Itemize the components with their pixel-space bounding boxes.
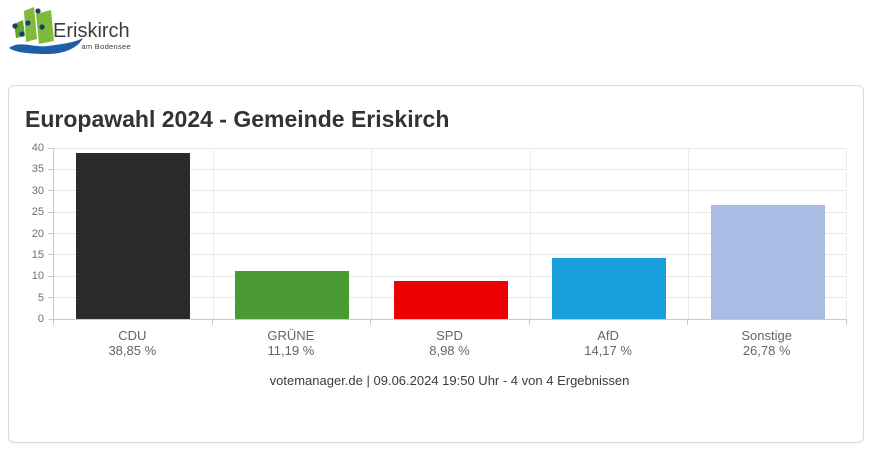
chart-source-line: votemanager.de | 09.06.2024 19:50 Uhr - … xyxy=(269,373,630,388)
category-value: 8,98 % xyxy=(429,343,470,358)
logo-subtitle: am Bodensee xyxy=(81,42,131,51)
gridline-vertical xyxy=(688,148,690,319)
category-label: SPD xyxy=(436,328,463,343)
eriskirch-logo[interactable]: Eriskirch am Bodensee xyxy=(8,3,143,63)
category-value: 11,19 % xyxy=(267,343,315,358)
y-axis-tick xyxy=(48,297,53,299)
y-axis-tick-label: 30 xyxy=(31,184,44,197)
category-label-group: CDU 38,85 % xyxy=(53,328,212,358)
y-axis-tick-label: 20 xyxy=(31,227,44,240)
y-axis-tick-label: 15 xyxy=(31,248,44,261)
y-axis-tick-label: 35 xyxy=(31,163,44,176)
logo-wordmark: Eriskirch xyxy=(53,20,130,42)
gridline-horizontal xyxy=(54,211,847,213)
category-label: AfD xyxy=(597,328,619,343)
eriskirch-logo-icon xyxy=(9,7,83,54)
gridline-vertical xyxy=(529,148,531,319)
y-axis-tick-label: 40 xyxy=(31,142,44,154)
gridline-horizontal xyxy=(54,190,847,192)
logo-text: Eriskirch am Bodensee xyxy=(53,20,133,51)
category-label-group: Sonstige 26,78 % xyxy=(687,328,846,358)
gridline-horizontal xyxy=(54,254,847,256)
category-label: GRÜNE xyxy=(267,328,315,343)
y-axis-tick xyxy=(48,190,53,192)
category-value: 26,78 % xyxy=(742,343,791,358)
site-header: Eriskirch am Bodensee xyxy=(0,0,873,72)
x-axis-tick xyxy=(846,320,847,325)
bar-spd[interactable] xyxy=(393,280,508,319)
category-label-group: SPD 8,98 % xyxy=(370,328,529,358)
x-axis-tick xyxy=(528,320,530,325)
bar-chart: 0 5 10 15 20 25 30 35 40 CDU 38,85 % GRÜNE 11,19 % S… xyxy=(9,86,861,440)
x-axis-ticks xyxy=(53,319,847,325)
bar-grüne[interactable] xyxy=(234,271,349,319)
bar-cdu[interactable] xyxy=(76,152,191,319)
x-axis-tick xyxy=(211,320,213,325)
chart-title: Europawahl 2024 - Gemeinde Eriskirch xyxy=(25,106,450,132)
y-axis-tick-label: 25 xyxy=(31,206,44,219)
x-axis-tick xyxy=(687,320,689,325)
category-label-group: AfD 14,17 % xyxy=(529,328,688,358)
gridline-vertical xyxy=(371,148,373,319)
y-axis-tick xyxy=(48,147,53,149)
y-axis: 0 5 10 15 20 25 30 35 40 xyxy=(9,142,53,325)
gridline-horizontal xyxy=(54,275,847,277)
bar-sonstige[interactable] xyxy=(710,204,825,319)
gridline-horizontal xyxy=(54,147,847,149)
category-value: 14,17 % xyxy=(584,343,632,358)
gridline-vertical xyxy=(846,148,847,319)
y-axis-tick-label: 10 xyxy=(31,270,44,283)
y-axis-tick-label: 5 xyxy=(37,291,44,304)
y-axis-tick-label: 0 xyxy=(37,313,44,325)
y-axis-tick xyxy=(48,211,53,213)
bar-afd[interactable] xyxy=(552,258,667,319)
category-label-group: GRÜNE 11,19 % xyxy=(212,328,371,358)
chart-plot-area xyxy=(53,147,847,320)
y-axis-tick xyxy=(48,318,53,320)
category-value: 38,85 % xyxy=(108,343,157,358)
y-axis-tick xyxy=(48,233,53,234)
x-axis-tick xyxy=(53,320,54,325)
gridline-horizontal xyxy=(54,233,847,234)
gridline-horizontal xyxy=(54,168,847,170)
gridline-vertical xyxy=(212,148,214,319)
x-axis-labels: CDU 38,85 % GRÜNE 11,19 % SPD 8,98 % AfD 14,17 … xyxy=(53,328,846,360)
results-card: Europawahl 2024 - Gemeinde Eriskirch 0 5 1… xyxy=(8,85,864,443)
category-label: CDU xyxy=(118,328,147,343)
y-axis-tick xyxy=(48,254,53,256)
wave-icon xyxy=(9,38,83,54)
y-axis-tick xyxy=(48,275,53,277)
y-axis-tick xyxy=(48,168,53,170)
x-axis-tick xyxy=(370,320,372,325)
category-label: Sonstige xyxy=(741,328,792,343)
